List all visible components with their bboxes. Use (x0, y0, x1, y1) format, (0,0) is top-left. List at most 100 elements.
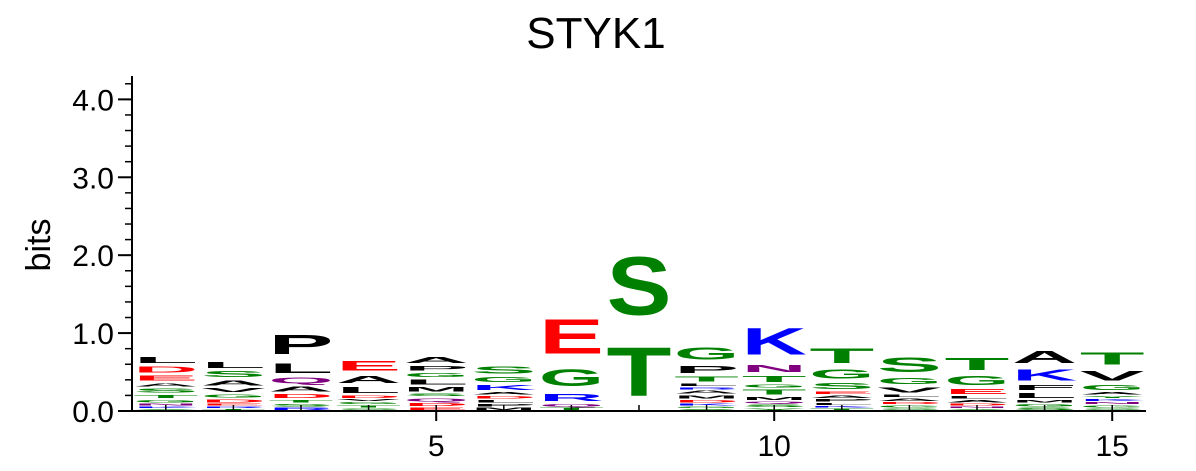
logo-letter-p11-G: G (809, 367, 874, 381)
logo-letter-p5-G: G (404, 372, 469, 378)
logo-letter-p2-S: S (201, 370, 266, 379)
logo-letter-p12-A: A (877, 398, 942, 402)
axes: 0.0 1.0 2.0 3.0 4.0 5 10 15 (72, 76, 1146, 463)
logo-letter-p5-L: L (404, 378, 469, 386)
logo-letter-p10-M: M (742, 396, 807, 401)
logo-letter-p7-G: G (539, 364, 604, 391)
logo-letter-p9-R: R (674, 387, 739, 390)
logo-letter-p4-D: D (336, 395, 401, 399)
logo-letter-p2-A: A (201, 379, 266, 387)
logo-letter-p2-E: E (201, 403, 266, 406)
logo-letter-p14-K: K (1012, 367, 1077, 384)
logo-letter-p14-L: L (1012, 391, 1077, 399)
logo-letter-p9-D: D (674, 399, 739, 403)
logo-letter-p13-L: L (945, 395, 1010, 399)
logo-letters: YKNGTSAEDLTREDGVASLRSTDAQLPSTGVDLAEEDQSM… (133, 240, 1144, 411)
logo-letter-p14-M: M (1012, 399, 1077, 403)
logo-letter-p13-T: T (945, 354, 1010, 373)
y-tick-label: 2.0 (72, 240, 114, 273)
logo-letter-p6-S: S (471, 364, 536, 376)
logo-letter-p2-V: V (201, 387, 266, 393)
logo-letter-p1-D: D (133, 365, 198, 374)
logo-letter-p5-S: S (404, 393, 469, 397)
logo-letter-p7-R: R (539, 391, 604, 403)
logo-letter-p1-L: L (133, 356, 198, 365)
logo-letter-p5-Q: Q (404, 397, 469, 402)
logo-letter-p14-A: A (1012, 347, 1077, 367)
logo-letter-p10-K: K (742, 319, 807, 362)
logo-letter-p2-L: L (201, 360, 266, 369)
logo-letter-p10-T: T (742, 388, 807, 396)
logo-letter-p13-A: A (945, 399, 1010, 403)
logo-letter-p10-N: N (742, 363, 807, 375)
logo-letter-p7-E: E (539, 310, 604, 364)
logo-letter-p10-Q: Q (742, 401, 807, 404)
logo-letter-p9-T: T (674, 375, 739, 383)
logo-letter-p1-E: E (133, 374, 198, 382)
logo-letter-p11-T: T (809, 344, 874, 367)
logo-letter-p11-P: P (809, 399, 874, 403)
logo-letter-p10-G: G (742, 384, 807, 389)
logo-letter-p4-E: E (336, 358, 401, 374)
logo-letter-p15-Y: Y (1080, 395, 1145, 398)
logo-letter-p1-S: S (133, 388, 198, 394)
logo-letter-p9-L: L (674, 383, 739, 387)
logo-letter-p11-S: S (809, 381, 874, 390)
logo-letter-p12-S: S (877, 353, 942, 376)
logo-letter-p8-S: S (607, 240, 672, 333)
logo-letter-p6-A: A (471, 392, 536, 396)
y-axis-label: bits (20, 219, 58, 272)
logo-letter-p12-D: D (877, 402, 942, 405)
logo-letter-p6-D: D (471, 395, 536, 399)
logo-letter-p9-M: M (674, 395, 739, 400)
logo-letter-p6-G: G (471, 376, 536, 384)
logo-letter-p13-D: D (945, 403, 1010, 406)
logo-letter-p3-T: T (269, 399, 334, 403)
chart-title: STYK1 (526, 9, 665, 58)
logo-letter-p9-P: P (674, 363, 739, 375)
logo-letter-p1-N: N (133, 403, 198, 406)
logo-letter-p1-A: A (133, 382, 198, 387)
x-tick-label: 10 (758, 430, 791, 463)
logo-letter-p3-D: D (269, 393, 334, 399)
logo-letter-p1-T: T (133, 394, 198, 399)
logo-letter-p14-F: F (1012, 384, 1077, 392)
logo-letter-p15-G: G (1080, 384, 1145, 392)
logo-letter-p4-V: V (336, 399, 401, 402)
logo-letter-p3-Q: Q (269, 376, 334, 385)
logo-letter-p15-V: V (1080, 368, 1145, 384)
logo-letter-p9-K: K (674, 403, 739, 406)
logo-letter-p4-A: A (336, 374, 401, 386)
logo-letter-p5-M: M (404, 386, 469, 393)
logo-letter-p15-A: A (1080, 392, 1145, 396)
y-tick-label: 4.0 (72, 84, 114, 117)
y-tick-label: 0.0 (72, 396, 114, 429)
logo-letter-p13-E: E (945, 388, 1010, 396)
logo-letter-p12-G: G (877, 377, 942, 386)
logo-letter-p10-T: T (742, 374, 807, 383)
x-tick-label: 15 (1096, 430, 1129, 463)
logo-letter-p6-L: L (471, 399, 536, 403)
logo-letter-p5-D: D (404, 402, 469, 407)
logo-letter-p9-A: A (674, 390, 739, 395)
logo-letter-p3-L: L (269, 360, 334, 376)
logo-letter-p8-T: T (607, 334, 672, 411)
logo-letter-p11-E: E (809, 391, 874, 395)
logo-letter-p11-A: A (809, 395, 874, 399)
y-tick-label: 3.0 (72, 162, 114, 195)
logo-letter-p4-L: L (336, 385, 401, 394)
logo-letter-p9-G: G (674, 344, 739, 364)
y-tick-label: 1.0 (72, 318, 114, 351)
logo-letter-p5-P: P (404, 365, 469, 372)
logo-letter-p12-L: L (877, 394, 942, 398)
logo-letter-p1-G: G (133, 399, 198, 403)
logo-letter-p15-K: K (1080, 399, 1145, 402)
logo-letter-p11-L: L (809, 402, 874, 405)
logo-letter-p2-D: D (201, 399, 266, 404)
logo-letter-p6-K: K (471, 384, 536, 392)
logo-letter-p3-A: A (269, 385, 334, 393)
logo-letter-p12-V: V (877, 386, 942, 394)
logo-letter-p13-G: G (945, 374, 1010, 388)
logo-letter-p3-P: P (269, 329, 334, 360)
